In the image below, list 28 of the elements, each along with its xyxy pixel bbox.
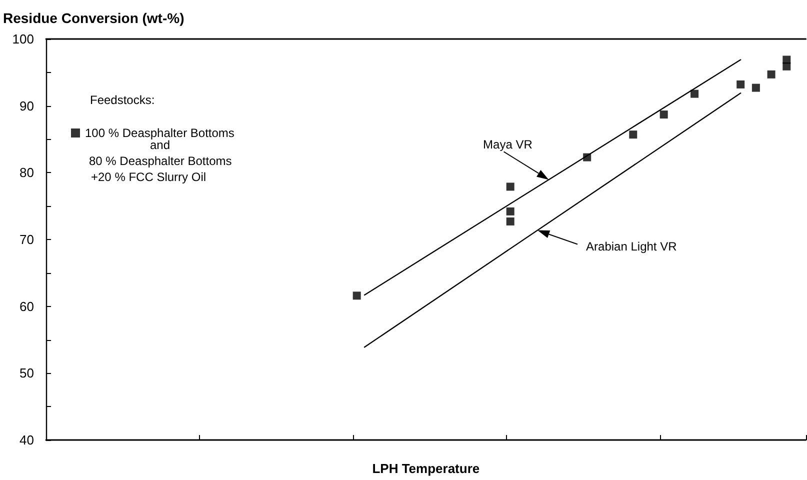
annotation: and [150, 138, 170, 152]
text: Maya VR [483, 138, 533, 152]
annotation: 80 % Deasphalter Bottoms [89, 154, 232, 168]
annotation: +20 % FCC Slurry Oil [91, 170, 206, 184]
point [629, 130, 638, 139]
point [506, 217, 514, 226]
legend-label: Arabian Light VR [586, 239, 678, 254]
y-axis-title: Residue Conversion (wt-%) [3, 10, 184, 26]
point [506, 207, 514, 216]
point [660, 110, 668, 119]
point [690, 90, 699, 98]
y-tick-label: 60 [20, 298, 34, 314]
point [782, 62, 791, 70]
y-tick-label: 90 [20, 98, 34, 114]
legend-title: Feedstocks: [90, 93, 155, 107]
point [752, 84, 760, 92]
point [352, 292, 361, 300]
point [583, 153, 592, 162]
point [506, 182, 514, 191]
x-axis-title: LPH Temperature [372, 461, 480, 476]
y-tick-label: 70 [20, 232, 34, 247]
legend-label: 100 % Deasphalter Bottoms [85, 126, 234, 140]
y-tick-label: 50 [20, 366, 34, 381]
y-tick-label: 100 [12, 32, 34, 46]
point [767, 70, 776, 78]
y-tick-label: 80 [20, 165, 34, 180]
point [736, 80, 745, 88]
y-tick-label: 40 [20, 432, 34, 448]
